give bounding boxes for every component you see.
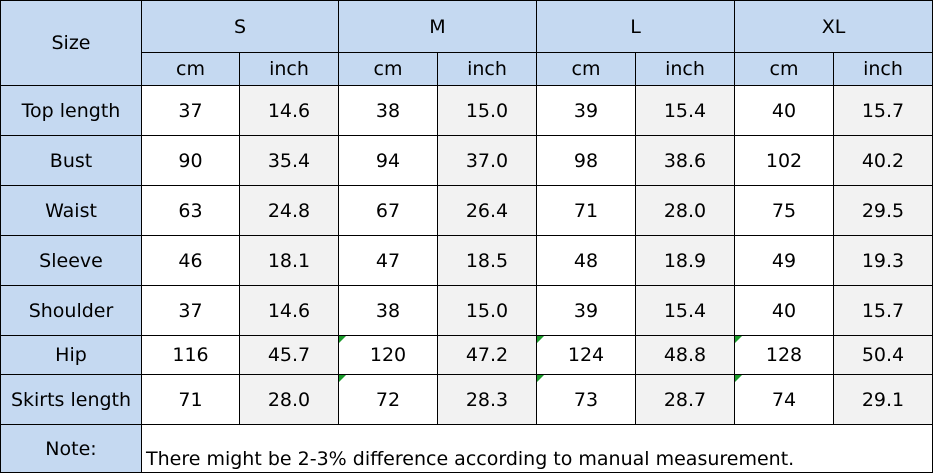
table-cell: 71 (536, 185, 636, 236)
table-cell: 26.4 (437, 185, 537, 236)
unit-header: inch (239, 52, 339, 86)
unit-header: cm (536, 52, 636, 86)
note-text: There might be 2-3% difference according… (140, 424, 934, 473)
table-cell: 116 (141, 335, 240, 375)
table-cell: 29.1 (832, 374, 934, 425)
table-cell: 37 (141, 85, 240, 136)
table-cell: 90 (141, 135, 240, 186)
row-label: Skirts length (0, 374, 142, 425)
table-cell: 38 (338, 85, 438, 136)
unit-header: inch (437, 52, 537, 86)
table-cell: 72 (338, 374, 438, 425)
table-row: Top length 37 14.6 38 15.0 39 15.4 40 15.7 (0, 85, 934, 136)
table-row: Shoulder 37 14.6 38 15.0 39 15.4 40 15.7 (0, 285, 934, 336)
table-row: Skirts length 71 28.0 72 28.3 73 28.7 74 29.1 (0, 374, 934, 425)
table-cell: 15.0 (437, 285, 537, 336)
table-cell: 37.0 (437, 135, 537, 186)
size-header: M (338, 0, 537, 53)
table-cell: 40 (734, 85, 834, 136)
table-cell: 98 (536, 135, 636, 186)
row-label: Bust (0, 135, 142, 186)
table-cell: 18.9 (635, 235, 735, 286)
table-cell: 45.7 (239, 335, 339, 375)
table-cell: 75 (734, 185, 834, 236)
table-cell: 24.8 (239, 185, 339, 236)
table-cell: 128 (734, 335, 834, 375)
table-cell: 35.4 (239, 135, 339, 186)
table-cell: 28.7 (635, 374, 735, 425)
table-cell: 28.0 (635, 185, 735, 236)
table-cell: 74 (734, 374, 834, 425)
table-cell: 73 (536, 374, 636, 425)
unit-header: cm (734, 52, 834, 86)
table-cell: 67 (338, 185, 438, 236)
table-cell: 48 (536, 235, 636, 286)
table-cell: 14.6 (239, 285, 339, 336)
unit-header: cm (141, 52, 240, 86)
size-header: S (141, 0, 339, 53)
table-cell: 15.0 (437, 85, 537, 136)
unit-header: inch (635, 52, 735, 86)
size-header: L (536, 0, 735, 53)
row-label: Hip (0, 335, 142, 375)
table-cell: 102 (734, 135, 834, 186)
unit-header: inch (832, 52, 934, 86)
table-cell: 49 (734, 235, 834, 286)
table-row: Note: There might be 2-3% difference acco… (0, 424, 934, 473)
row-label: Waist (0, 185, 142, 236)
table-cell: 15.7 (832, 285, 934, 336)
table-cell: 15.4 (635, 285, 735, 336)
table-cell: 47 (338, 235, 438, 286)
table-cell: 37 (141, 285, 240, 336)
table-cell: 38.6 (635, 135, 735, 186)
table-row: Hip 116 45.7 120 47.2 124 48.8 128 50.4 (0, 335, 934, 375)
table-row: Waist 63 24.8 67 26.4 71 28.0 75 29.5 (0, 185, 934, 236)
row-label: Sleeve (0, 235, 142, 286)
table-cell: 38 (338, 285, 438, 336)
table-cell: 63 (141, 185, 240, 236)
table-cell: 18.1 (239, 235, 339, 286)
table-row: Bust 90 35.4 94 37.0 98 38.6 102 40.2 (0, 135, 934, 186)
table-cell: 39 (536, 85, 636, 136)
table-cell: 94 (338, 135, 438, 186)
table-row: Sleeve 46 18.1 47 18.5 48 18.9 49 19.3 (0, 235, 934, 286)
table-cell: 40 (734, 285, 834, 336)
table-cell: 46 (141, 235, 240, 286)
table-cell: 39 (536, 285, 636, 336)
row-label: Shoulder (0, 285, 142, 336)
table-cell: 40.2 (832, 135, 934, 186)
table-cell: 19.3 (832, 235, 934, 286)
table-cell: 71 (141, 374, 240, 425)
table-cell: 50.4 (832, 335, 934, 375)
note-label: Note: (0, 424, 142, 473)
table-row: Size S M L XL (0, 0, 934, 86)
table-cell: 14.6 (239, 85, 339, 136)
table-row: cm inch cm inch cm inch cm inch (1, 52, 934, 86)
table-cell: 124 (536, 335, 636, 375)
table-cell: 28.3 (437, 374, 537, 425)
unit-header: cm (338, 52, 438, 86)
size-header: XL (733, 0, 934, 53)
table-cell: 18.5 (437, 235, 537, 286)
table-cell: 29.5 (832, 185, 934, 236)
row-label: Top length (0, 85, 142, 136)
table-cell: 120 (338, 335, 438, 375)
table-cell: 47.2 (437, 335, 537, 375)
corner-header: Size (0, 0, 142, 86)
table-cell: 15.4 (635, 85, 735, 136)
table-cell: 15.7 (832, 85, 934, 136)
table-cell: 28.0 (239, 374, 339, 425)
table-cell: 48.8 (635, 335, 735, 375)
